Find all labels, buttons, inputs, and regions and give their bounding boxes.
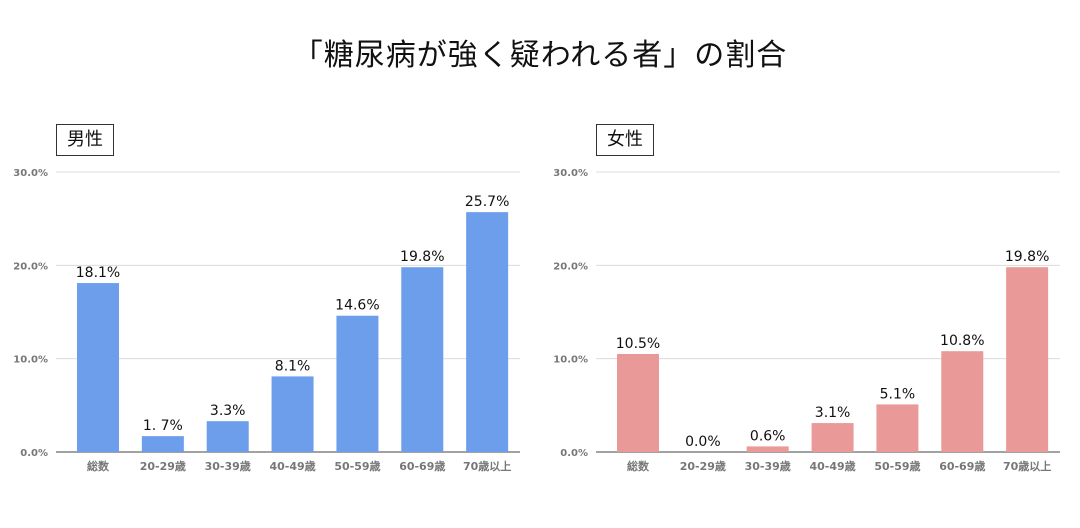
male-category-label: 20-29歳: [140, 459, 186, 473]
male-bar: [336, 315, 379, 452]
male-y-tick-label: 30.0%: [13, 168, 48, 179]
female-data-label: 19.8%: [1005, 249, 1049, 265]
female-y-tick-label: 20.0%: [553, 261, 588, 272]
male-category-label: 総数: [87, 459, 110, 473]
male-data-label: 25.7%: [465, 194, 509, 210]
female-y-tick-label: 10.0%: [553, 355, 588, 366]
panel-label-female: 女性: [596, 124, 654, 156]
female-bar: [1006, 267, 1049, 452]
male-y-tick-label: 10.0%: [13, 355, 48, 366]
female-category-label: 総数: [627, 459, 650, 473]
female-category-label: 30-39歳: [745, 459, 791, 473]
male-bar: [77, 283, 119, 452]
female-data-label: 0.0%: [685, 434, 721, 450]
male-data-label: 19.8%: [400, 249, 444, 265]
male-data-label: 18.1%: [76, 265, 120, 281]
female-category-label: 50-59歳: [874, 459, 920, 473]
male-y-tick-label: 0.0%: [20, 448, 48, 459]
male-bar: [271, 376, 314, 452]
chart-title: 「糖尿病が強く疑われる者」の割合: [292, 38, 788, 73]
female-data-label: 10.5%: [616, 336, 660, 352]
female-category-label: 70歳以上: [1003, 459, 1051, 473]
male-bar: [206, 421, 249, 452]
male-category-label: 60-69歳: [399, 459, 445, 473]
female-data-label: 0.6%: [750, 428, 786, 444]
female-data-label: 3.1%: [815, 405, 851, 421]
bar-chart-male: 0.0% 10.0% 20.0% 30.0% 18.1% 総数 1. 7% 20-29歳 3.3…: [13, 168, 520, 473]
male-data-label: 8.1%: [275, 358, 311, 374]
male-bar: [401, 267, 444, 452]
male-data-label: 3.3%: [210, 403, 246, 419]
bar-chart-female: 0.0% 10.0% 20.0% 30.0% 10.5% 総数 0.0% 20-29歳 0.6%…: [553, 168, 1060, 473]
male-category-label: 70歳以上: [463, 459, 511, 473]
female-data-label: 10.8%: [940, 333, 984, 349]
male-bar: [141, 436, 184, 452]
female-category-label: 40-49歳: [809, 459, 855, 473]
female-y-tick-label: 30.0%: [553, 168, 588, 179]
female-bar: [811, 423, 854, 452]
female-y-tick-label: 0.0%: [560, 448, 588, 459]
male-category-label: 40-49歳: [269, 459, 315, 473]
panel-label-male: 男性: [56, 124, 114, 156]
male-data-label: 1. 7%: [143, 418, 183, 434]
male-data-label: 14.6%: [335, 298, 379, 314]
female-bar: [746, 446, 789, 452]
female-bar: [876, 404, 919, 452]
male-bar: [466, 212, 509, 452]
female-category-label: 20-29歳: [680, 459, 726, 473]
female-category-label: 60-69歳: [939, 459, 985, 473]
female-bar: [617, 354, 659, 452]
male-category-label: 50-59歳: [334, 459, 380, 473]
female-data-label: 5.1%: [880, 386, 916, 402]
female-bar: [941, 351, 984, 452]
male-y-tick-label: 20.0%: [13, 261, 48, 272]
male-category-label: 30-39歳: [205, 459, 251, 473]
